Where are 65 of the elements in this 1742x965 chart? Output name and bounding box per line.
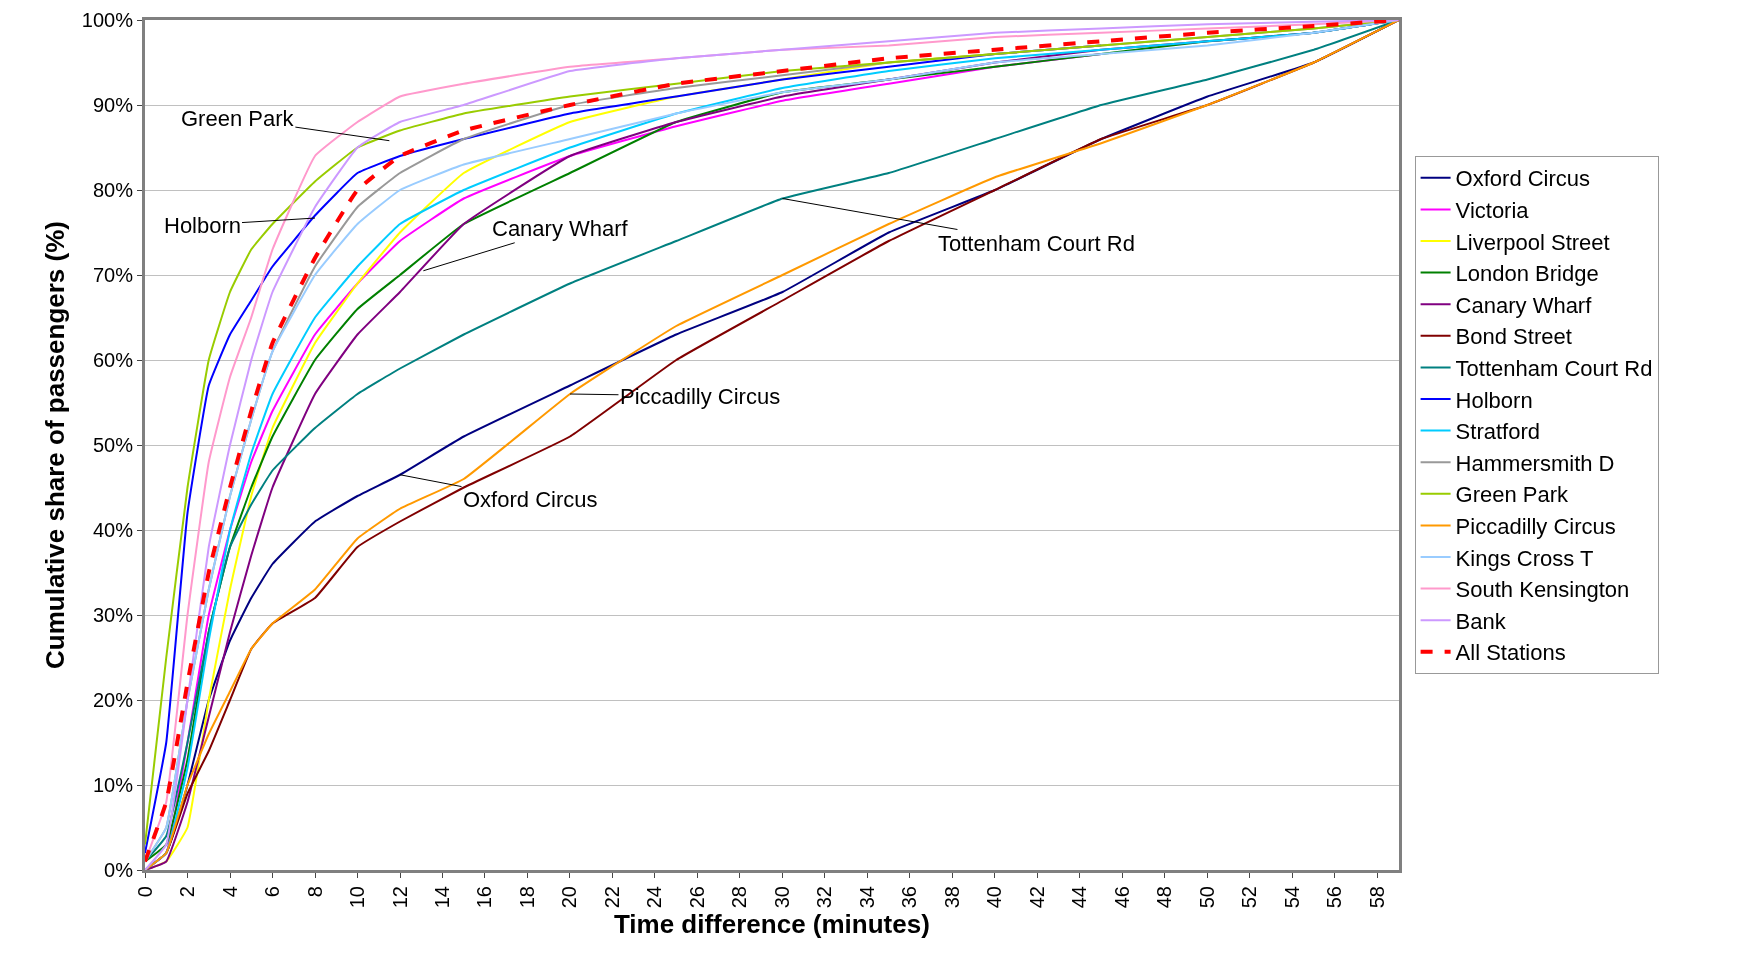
- legend-label: Canary Wharf: [1455, 292, 1593, 318]
- x-tick-label: 58: [1365, 886, 1388, 909]
- annotation: Canary Wharf: [492, 216, 629, 241]
- x-tick-label: 28: [728, 886, 751, 909]
- x-tick-label: 56: [1323, 886, 1346, 909]
- x-tick-label: 50: [1195, 886, 1218, 909]
- legend-label: Kings Cross T: [1455, 545, 1594, 571]
- y-tick-label: 50%: [92, 434, 134, 456]
- legend-label: Bond Street: [1455, 324, 1572, 350]
- x-tick-label: 0: [133, 886, 156, 898]
- legend-label: Piccadilly Circus: [1455, 513, 1616, 539]
- x-tick-label: 20: [558, 886, 581, 909]
- x-tick-label: 4: [218, 886, 241, 898]
- legend-label: Oxford Circus: [1455, 166, 1591, 192]
- y-tick-label: 30%: [92, 604, 134, 626]
- y-tick-label: 40%: [92, 519, 134, 541]
- y-tick-label: 80%: [92, 179, 134, 201]
- x-tick-label: 38: [940, 886, 963, 909]
- x-tick-label: 36: [898, 886, 921, 909]
- x-tick-label: 16: [473, 886, 496, 909]
- y-tick-label: 100%: [81, 9, 134, 31]
- legend-label: Tottenham Court Rd: [1455, 355, 1653, 381]
- x-tick-label: 14: [431, 886, 453, 909]
- legend-label: Victoria: [1455, 197, 1530, 223]
- legend-label: Green Park: [1455, 482, 1570, 508]
- legend-label: Hammersmith D: [1455, 450, 1615, 476]
- x-tick-label: 6: [261, 886, 283, 898]
- annotation: Tottenham Court Rd: [938, 231, 1135, 256]
- x-tick-label: 30: [770, 886, 793, 909]
- y-tick-label: 10%: [92, 774, 134, 796]
- legend-label: All Stations: [1455, 640, 1566, 666]
- x-tick-label: 54: [1280, 886, 1303, 909]
- legend-label: South Kensington: [1455, 577, 1630, 603]
- x-tick-label: 10: [346, 886, 368, 909]
- x-tick-label: 48: [1153, 886, 1176, 909]
- x-tick-label: 34: [855, 886, 878, 909]
- annotation: Piccadilly Circus: [620, 384, 781, 409]
- y-tick-label: 70%: [92, 264, 134, 286]
- y-tick-label: 20%: [92, 689, 134, 711]
- y-tick-label: 60%: [92, 349, 134, 371]
- annotation: Holborn: [164, 213, 242, 238]
- x-tick-label: 22: [600, 886, 623, 909]
- x-tick-label: 2: [176, 886, 198, 898]
- x-tick-label: 18: [515, 886, 538, 909]
- x-tick-label: 32: [813, 886, 836, 909]
- x-tick-label: 12: [388, 886, 411, 909]
- y-tick-label: 90%: [92, 94, 134, 116]
- x-tick-label: 46: [1110, 886, 1133, 909]
- legend-label: Stratford: [1455, 419, 1540, 445]
- y-tick-label: 0%: [104, 859, 134, 881]
- x-tick-label: 44: [1068, 886, 1091, 909]
- legend-label: Holborn: [1455, 387, 1533, 413]
- annotation: Oxford Circus: [463, 487, 598, 512]
- x-axis-title: Time difference (minutes): [613, 908, 930, 939]
- annotation: Green Park: [181, 106, 295, 131]
- x-tick-label: 8: [303, 886, 326, 898]
- legend-label: Liverpool Street: [1455, 229, 1610, 255]
- x-tick-label: 40: [983, 886, 1006, 909]
- legend-label: London Bridge: [1455, 261, 1599, 287]
- x-tick-label: 26: [685, 886, 708, 909]
- x-tick-label: 42: [1025, 886, 1048, 909]
- y-axis-title: Cumulative share of passengers (%): [40, 221, 71, 669]
- x-tick-label: 52: [1238, 886, 1261, 909]
- legend-label: Bank: [1455, 608, 1507, 634]
- x-tick-label: 24: [643, 886, 666, 909]
